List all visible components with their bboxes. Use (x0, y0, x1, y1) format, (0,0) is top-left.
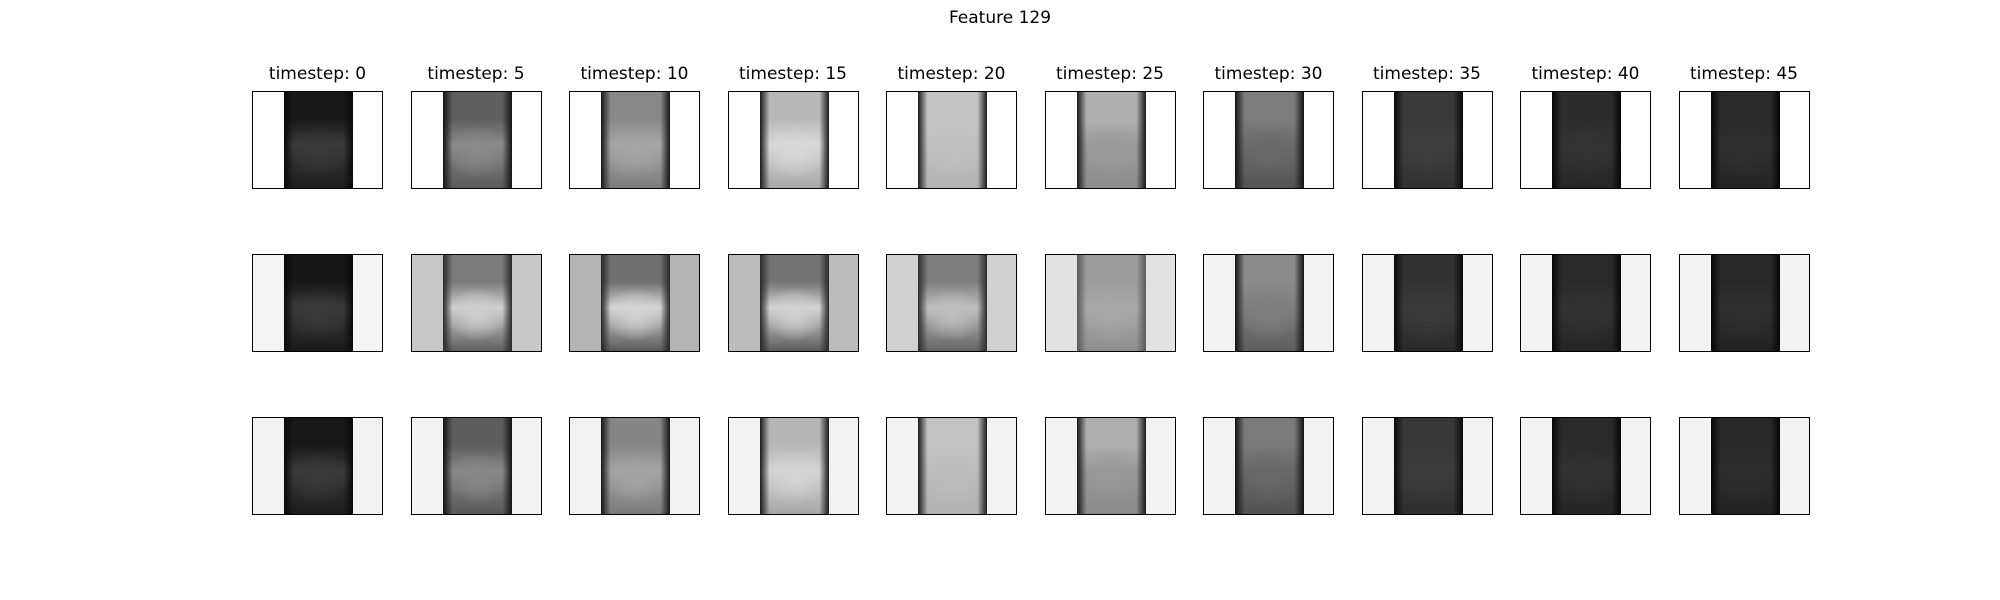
feature-map-image (601, 418, 670, 514)
feature-map-image (442, 92, 512, 188)
feature-map-image (1393, 255, 1463, 351)
column-title: timestep: 30 (1214, 64, 1323, 84)
image-panel (886, 254, 1017, 352)
feature-map-image (1235, 255, 1304, 351)
image-panel (1044, 254, 1176, 352)
image-panel (727, 417, 859, 515)
feature-map-image (1076, 92, 1146, 188)
image-panel (569, 254, 700, 352)
column-title: timestep: 5 (427, 64, 525, 84)
feature-map-image (918, 418, 987, 514)
feature-map-image (1235, 418, 1304, 514)
feature-map-image (1710, 92, 1780, 188)
feature-map-image (1393, 418, 1463, 514)
column-title: timestep: 0 (268, 64, 367, 84)
image-panel (1203, 417, 1334, 515)
feature-map-image (1393, 92, 1463, 188)
image-panel (252, 254, 383, 352)
image-panel (1520, 91, 1651, 189)
image-panel (886, 91, 1017, 189)
feature-map-image (759, 255, 829, 351)
figure-title: Feature 129 (948, 8, 1052, 28)
column-title: timestep: 20 (897, 64, 1006, 84)
feature-map-image (1076, 255, 1146, 351)
image-panel (1361, 91, 1493, 189)
feature-map-image (284, 92, 353, 188)
image-panel (410, 417, 542, 515)
image-panel (1520, 417, 1651, 515)
feature-map-image (1552, 92, 1621, 188)
image-panel (1044, 91, 1176, 189)
column-title: timestep: 25 (1056, 64, 1164, 84)
image-panel (1520, 254, 1651, 352)
feature-map-image (1710, 255, 1780, 351)
feature-map-image (1076, 418, 1146, 514)
feature-map-image (442, 418, 512, 514)
feature-map-image (1552, 418, 1621, 514)
feature-map-image (601, 92, 670, 188)
feature-map-image (284, 255, 353, 351)
column-title: timestep: 10 (580, 64, 689, 84)
feature-map-image (1710, 418, 1780, 514)
image-panel (886, 417, 1017, 515)
image-panel (1361, 417, 1493, 515)
feature-map-image (1552, 255, 1621, 351)
image-panel (1203, 91, 1334, 189)
feature-map-image (759, 418, 829, 514)
feature-map-image (918, 255, 987, 351)
image-panel (1044, 417, 1176, 515)
column-title: timestep: 40 (1531, 64, 1640, 84)
image-panel (727, 254, 859, 352)
image-panel (252, 91, 383, 189)
image-panel (1361, 254, 1493, 352)
image-panel (1678, 417, 1810, 515)
feature-map-image (284, 418, 353, 514)
feature-map-image (918, 92, 987, 188)
image-panel (569, 417, 700, 515)
image-panel (727, 91, 859, 189)
column-title: timestep: 15 (739, 64, 847, 84)
image-panel (252, 417, 383, 515)
feature-map-image (442, 255, 512, 351)
feature-map-image (601, 255, 670, 351)
feature-map-image (759, 92, 829, 188)
image-panel (410, 91, 542, 189)
column-title: timestep: 35 (1373, 64, 1481, 84)
column-title: timestep: 45 (1690, 64, 1798, 84)
image-panel (1678, 254, 1810, 352)
image-panel (410, 254, 542, 352)
image-panel (569, 91, 700, 189)
feature-map-image (1235, 92, 1304, 188)
image-panel (1678, 91, 1810, 189)
image-panel (1203, 254, 1334, 352)
